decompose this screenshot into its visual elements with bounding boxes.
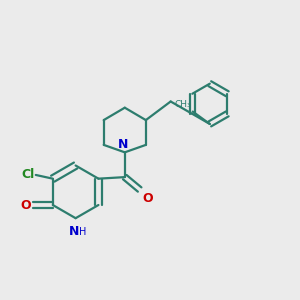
Text: O: O [20,199,31,212]
Text: N: N [69,225,79,238]
Text: H: H [79,227,86,238]
Text: CH₃: CH₃ [175,100,191,109]
Text: O: O [142,192,153,205]
Text: Cl: Cl [21,169,34,182]
Text: N: N [118,138,128,151]
